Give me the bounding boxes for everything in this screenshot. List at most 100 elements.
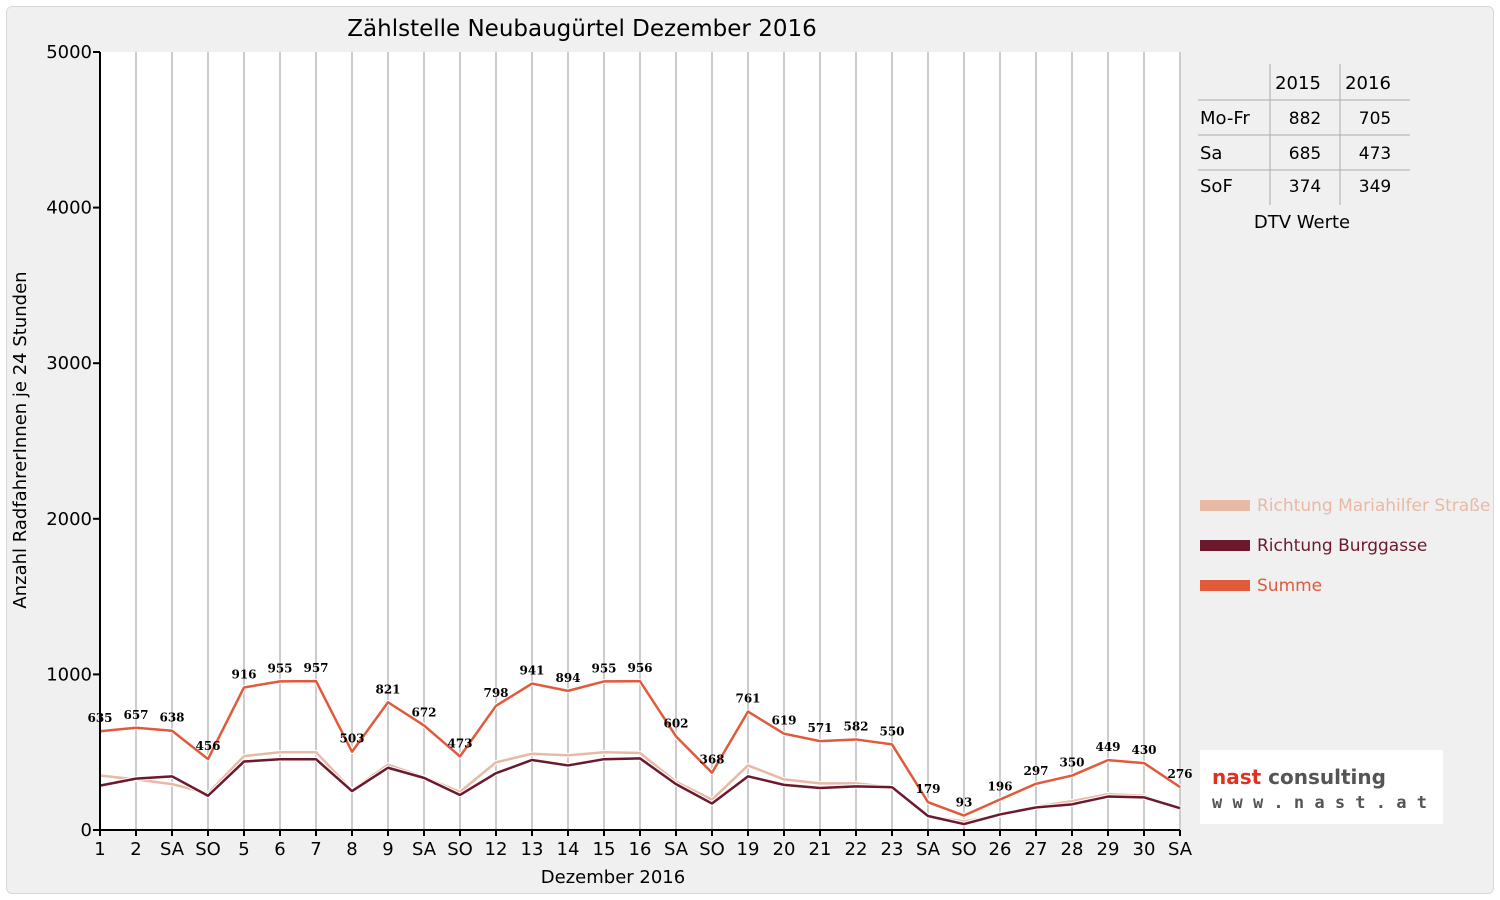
axes <box>93 51 1181 836</box>
dtv-table: 2015 2016 Mo-Fr 882 705 Sa 685 473 SoF 3… <box>1198 64 1410 233</box>
x-tick-label: SA <box>916 839 941 860</box>
legend-swatch-burggasse <box>1200 540 1250 551</box>
data-label: 957 <box>303 661 328 675</box>
x-tick-label: 22 <box>845 839 868 860</box>
data-label: 582 <box>843 719 868 733</box>
x-tick-label: 12 <box>485 839 508 860</box>
logo-name: nast consulting <box>1212 765 1386 789</box>
dtv-cell: 685 <box>1289 144 1321 164</box>
data-label: 821 <box>375 682 400 696</box>
x-tick-label: 7 <box>310 839 321 860</box>
y-tick-label: 0 <box>81 820 92 841</box>
x-tick-label: SO <box>699 839 725 860</box>
series-line-summe <box>99 679 1181 817</box>
legend-label-mariahilfer: Richtung Mariahilfer Straße <box>1257 496 1490 516</box>
data-label: 798 <box>483 686 508 700</box>
legend-swatch-summe <box>1200 580 1250 591</box>
data-label: 430 <box>1131 743 1156 757</box>
legend: Richtung Mariahilfer Straße Richtung Bur… <box>1200 496 1490 596</box>
data-label: 179 <box>915 782 940 796</box>
data-label: 955 <box>591 661 616 675</box>
dtv-header-2016: 2016 <box>1345 73 1391 94</box>
x-tick-label: 1 <box>94 839 105 860</box>
data-label: 956 <box>627 661 652 675</box>
x-tick-label: 28 <box>1061 839 1084 860</box>
data-label: 619 <box>771 714 796 728</box>
data-label: 894 <box>555 671 580 685</box>
x-tick-label: SA <box>1168 839 1193 860</box>
data-label: 350 <box>1059 756 1084 770</box>
y-tick-label: 1000 <box>46 664 92 685</box>
dtv-cell: 882 <box>1289 109 1321 129</box>
x-tick-label: 14 <box>557 839 580 860</box>
legend-label-burggasse: Richtung Burggasse <box>1257 536 1427 556</box>
data-label: 297 <box>1023 764 1048 778</box>
y-axis-title: Anzahl RadfahrerInnen je 24 Stunden <box>10 271 31 608</box>
dtv-cell: 374 <box>1289 177 1321 197</box>
x-axis-title: Dezember 2016 <box>541 867 685 888</box>
y-tick-labels: 0 1000 2000 3000 4000 5000 <box>46 42 92 841</box>
data-label: 941 <box>519 664 544 678</box>
x-tick-label: 13 <box>521 839 544 860</box>
data-label: 571 <box>807 721 832 735</box>
legend-label-summe: Summe <box>1257 576 1322 596</box>
x-tick-label: 23 <box>881 839 904 860</box>
logo-background <box>1200 750 1443 824</box>
y-tick-label: 5000 <box>46 42 92 63</box>
grid-lines <box>135 52 1181 830</box>
data-label: 635 <box>87 711 112 725</box>
y-tick-label: 3000 <box>46 353 92 374</box>
x-tick-label: 16 <box>629 839 652 860</box>
data-label: 672 <box>411 705 436 719</box>
x-tick-label: 5 <box>238 839 249 860</box>
data-label: 196 <box>987 780 1012 794</box>
chart-title: Zählstelle Neubaugürtel Dezember 2016 <box>347 16 816 42</box>
x-tick-label: SA <box>664 839 689 860</box>
x-tick-label: SA <box>412 839 437 860</box>
nast-consulting-logo: nast consulting w w w . n a s t . a t <box>1200 750 1443 824</box>
data-label: 368 <box>699 753 724 767</box>
x-tick-label: 6 <box>274 839 285 860</box>
x-tick-label: 29 <box>1097 839 1120 860</box>
y-tick-label: 2000 <box>46 509 92 530</box>
data-label: 761 <box>735 692 760 706</box>
x-tick-label: SA <box>160 839 185 860</box>
data-label: 602 <box>663 716 688 730</box>
data-label: 550 <box>879 724 904 738</box>
dtv-caption: DTV Werte <box>1254 212 1350 233</box>
dtv-cell: 473 <box>1359 144 1391 164</box>
x-tick-label: 27 <box>1025 839 1048 860</box>
x-tick-label: SO <box>447 839 473 860</box>
logo-url: w w w . n a s t . a t <box>1212 793 1427 813</box>
data-label: 449 <box>1095 740 1120 754</box>
data-label: 955 <box>267 661 292 675</box>
x-tick-label: 2 <box>130 839 141 860</box>
x-tick-label: SO <box>951 839 977 860</box>
data-label: 638 <box>159 711 184 725</box>
series-line-burggasse <box>99 757 1181 826</box>
x-tick-label: 21 <box>809 839 832 860</box>
data-label: 503 <box>339 732 364 746</box>
data-label: 473 <box>447 736 472 750</box>
x-tick-label: 30 <box>1133 839 1156 860</box>
x-tick-label: 19 <box>737 839 760 860</box>
data-label: 276 <box>1167 767 1192 781</box>
dtv-header-2015: 2015 <box>1275 73 1321 94</box>
dtv-row-label: Sa <box>1200 143 1222 164</box>
x-tick-label: 26 <box>989 839 1012 860</box>
x-tick-label: 20 <box>773 839 796 860</box>
dtv-cell: 705 <box>1359 109 1391 129</box>
x-tick-label: SO <box>195 839 221 860</box>
data-label: 456 <box>195 739 220 753</box>
data-label: 657 <box>123 708 148 722</box>
series-lines <box>99 678 1182 827</box>
dtv-row-label: Mo-Fr <box>1200 108 1250 129</box>
data-labels: 635 657 638 456 916 955 957 503 821 672 473 798 941 8… <box>87 661 1192 809</box>
x-tick-label: 15 <box>593 839 616 860</box>
data-label: 93 <box>956 796 973 810</box>
x-tick-labels: 1 2 SA SO 5 6 7 8 9 SA SO 12 13 14 15 16 SA SO 19 20 21 22 23 S… <box>94 839 1192 860</box>
data-label: 916 <box>231 667 256 681</box>
dtv-cell: 349 <box>1359 177 1391 197</box>
x-tick-label: 9 <box>382 839 393 860</box>
